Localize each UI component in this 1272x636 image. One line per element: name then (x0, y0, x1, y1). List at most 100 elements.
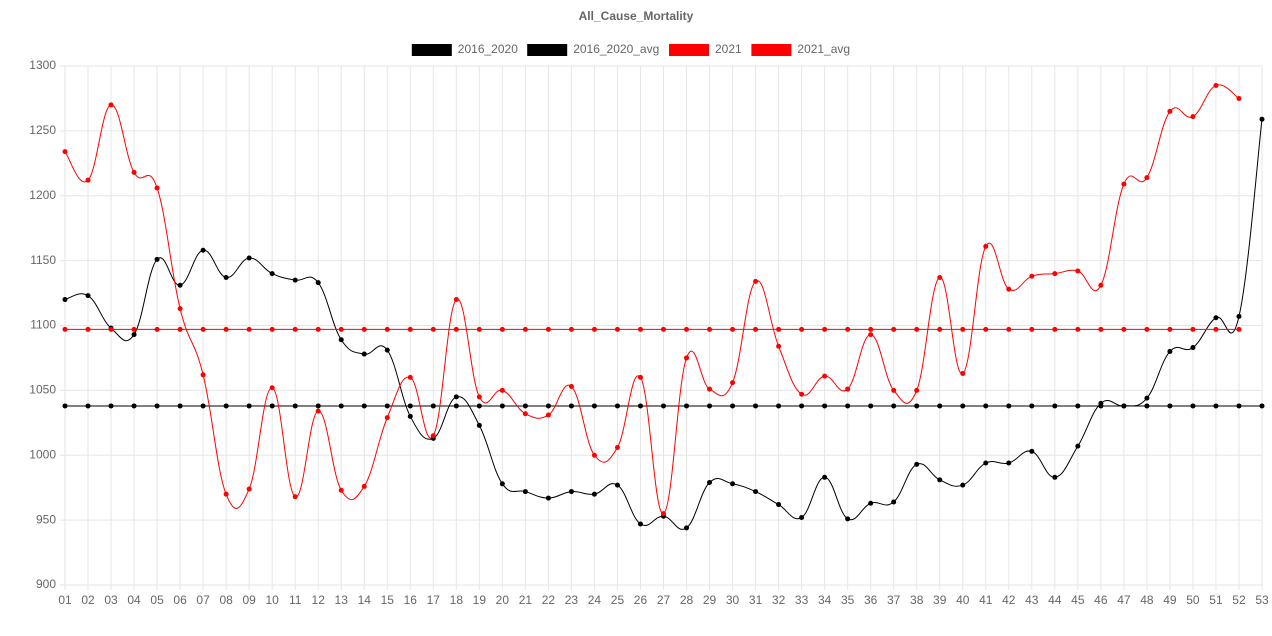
y-tick-label: 900 (36, 577, 56, 591)
data-point (384, 415, 390, 421)
data-point (730, 380, 736, 386)
data-point (707, 403, 713, 409)
data-point (637, 326, 643, 332)
data-point (637, 374, 643, 380)
x-tick-label: 17 (427, 593, 441, 607)
y-tick-label: 1300 (29, 58, 56, 72)
x-tick-label: 10 (265, 593, 279, 607)
x-tick-label: 40 (956, 593, 970, 607)
y-tick-label: 1000 (29, 447, 56, 461)
data-point (1259, 116, 1265, 122)
x-tick-label: 45 (1071, 593, 1085, 607)
data-point (960, 326, 966, 332)
data-point (108, 326, 114, 332)
data-point (1006, 460, 1012, 466)
x-tick-label: 34 (818, 593, 832, 607)
data-point (1052, 474, 1058, 480)
data-point (476, 422, 482, 428)
data-point (223, 403, 229, 409)
data-point (1029, 403, 1035, 409)
data-point (983, 460, 989, 466)
data-point (1098, 326, 1104, 332)
data-point (177, 282, 183, 288)
x-tick-label: 42 (1002, 593, 1016, 607)
data-point (430, 403, 436, 409)
data-point (614, 482, 620, 488)
data-point (384, 347, 390, 353)
x-tick-label: 52 (1232, 593, 1246, 607)
x-tick-label: 31 (749, 593, 763, 607)
data-point (1144, 395, 1150, 401)
data-point (776, 343, 782, 349)
data-point (131, 169, 137, 175)
data-point (499, 481, 505, 487)
x-tick-label: 20 (496, 593, 510, 607)
data-point (1190, 403, 1196, 409)
x-tick-label: 37 (887, 593, 901, 607)
data-point (223, 491, 229, 497)
data-point (776, 403, 782, 409)
data-point (684, 355, 690, 361)
data-point (707, 386, 713, 392)
data-point (453, 297, 459, 303)
data-point (338, 337, 344, 343)
data-point (1190, 326, 1196, 332)
x-tick-label: 25 (611, 593, 625, 607)
data-point (1213, 82, 1219, 88)
data-point (776, 326, 782, 332)
data-point (637, 521, 643, 527)
data-point (85, 177, 91, 183)
data-point (983, 326, 989, 332)
data-point (453, 394, 459, 400)
data-point (799, 403, 805, 409)
x-tick-label: 09 (242, 593, 256, 607)
data-point (960, 403, 966, 409)
data-point (1167, 108, 1173, 114)
data-point (62, 149, 68, 155)
data-point (246, 486, 252, 492)
data-point (868, 332, 874, 338)
data-point (960, 371, 966, 377)
legend-swatch (669, 44, 709, 56)
data-point (108, 102, 114, 108)
x-tick-label: 26 (634, 593, 648, 607)
data-point (476, 403, 482, 409)
data-point (822, 326, 828, 332)
data-point (131, 332, 137, 338)
x-tick-label: 04 (127, 593, 141, 607)
x-tick-label: 23 (565, 593, 579, 607)
data-point (1167, 348, 1173, 354)
data-point (591, 326, 597, 332)
data-point (1144, 175, 1150, 181)
data-point (1029, 448, 1035, 454)
x-tick-label: 43 (1025, 593, 1039, 607)
data-point (845, 326, 851, 332)
x-tick-label: 32 (772, 593, 786, 607)
y-tick-label: 1250 (29, 123, 56, 137)
data-point (292, 326, 298, 332)
data-point (845, 386, 851, 392)
data-point (684, 525, 690, 531)
data-point (338, 487, 344, 493)
data-point (614, 444, 620, 450)
data-point (1052, 403, 1058, 409)
data-point (361, 403, 367, 409)
legend-swatch (527, 44, 568, 56)
data-point (960, 482, 966, 488)
data-point (292, 494, 298, 500)
legend-label: 2016_2020 (458, 42, 518, 56)
data-point (914, 461, 920, 467)
data-point (568, 489, 574, 495)
data-point (499, 403, 505, 409)
data-point (983, 243, 989, 249)
data-point (937, 274, 943, 280)
data-point (1213, 326, 1219, 332)
data-point (1167, 326, 1173, 332)
data-point (1144, 403, 1150, 409)
data-point (591, 452, 597, 458)
data-point (522, 411, 528, 417)
data-point (684, 403, 690, 409)
data-point (730, 481, 736, 487)
data-point (200, 326, 206, 332)
data-point (177, 403, 183, 409)
